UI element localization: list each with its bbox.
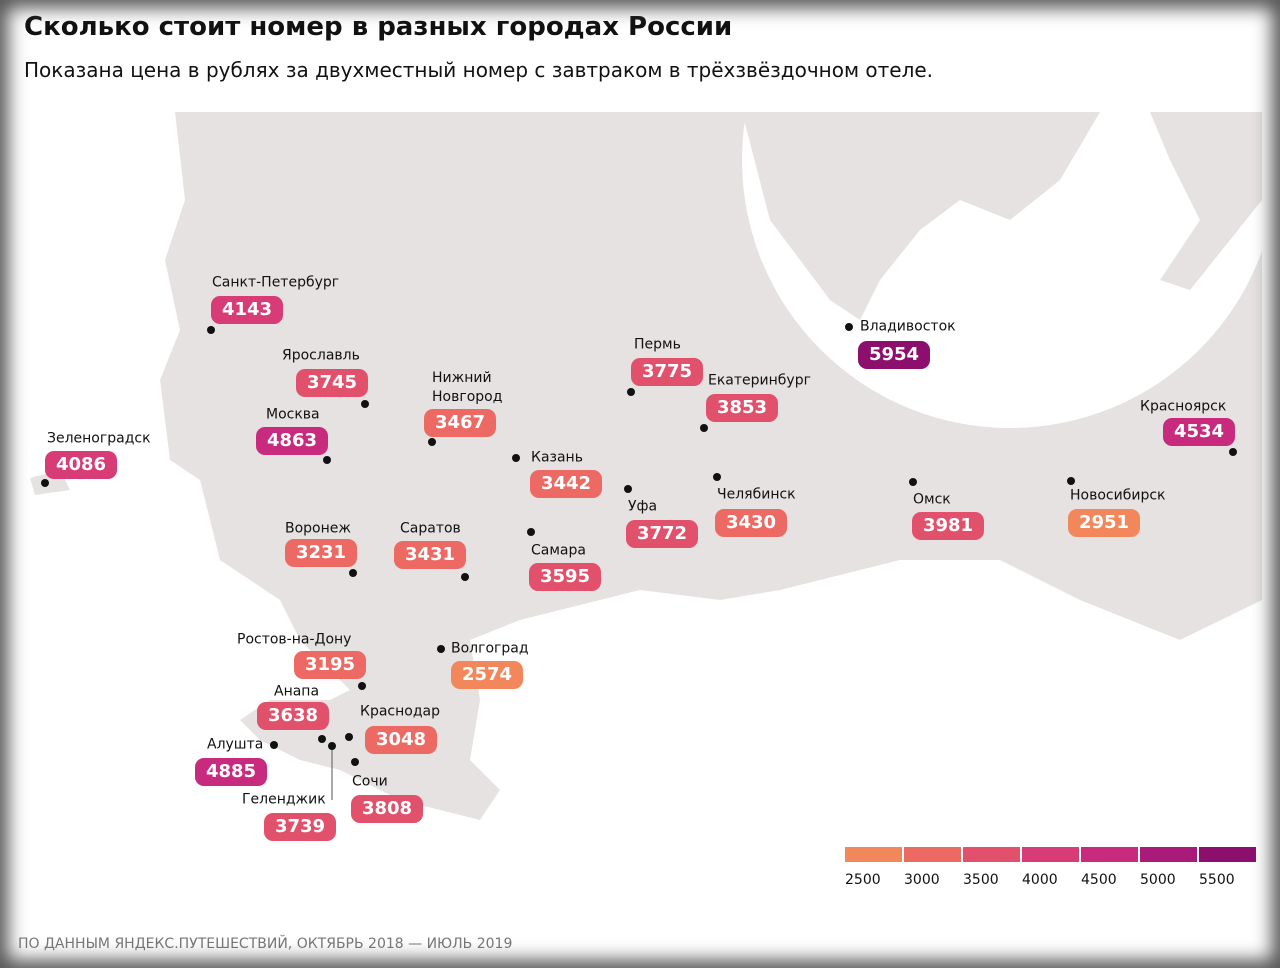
- legend-swatch: [1140, 847, 1197, 862]
- price-badge: 4863: [256, 427, 328, 455]
- city-name: Саратов: [400, 520, 461, 537]
- city-name: Новосибирск: [1070, 487, 1166, 504]
- price-badge: 3430: [715, 509, 787, 537]
- legend-label: 5000: [1140, 872, 1176, 888]
- city-dot: [700, 424, 708, 432]
- city-dot: [713, 473, 721, 481]
- inset-land: [742, 112, 1100, 320]
- subtitle: Показана цена в рублях за двухместный но…: [24, 58, 934, 82]
- city-name: Зеленоградск: [47, 430, 151, 447]
- city-name: Воронеж: [285, 520, 352, 537]
- city-name: Анапа: [274, 683, 320, 700]
- price-badge: 3772: [626, 520, 698, 548]
- price-badge: 3467: [424, 409, 496, 437]
- city-name: Нижний Новгород: [432, 370, 503, 405]
- legend-label: 5500: [1199, 872, 1235, 888]
- price-badge: 3775: [631, 358, 703, 386]
- city-name: Сочи: [352, 773, 388, 790]
- city-dot: [512, 454, 520, 462]
- city-dot: [270, 741, 278, 749]
- price-badge: 3431: [394, 541, 466, 569]
- city-name: Пермь: [634, 336, 681, 353]
- city-name: Красноярск: [1140, 398, 1227, 415]
- city-name: Краснодар: [360, 703, 440, 720]
- price-badge: 2574: [451, 661, 523, 689]
- legend-swatch: [1081, 847, 1138, 862]
- price-badge: 3195: [294, 651, 366, 679]
- city-name: Казань: [531, 449, 583, 466]
- city-dot: [345, 733, 353, 741]
- legend-label: 3500: [963, 872, 999, 888]
- city-dot: [461, 573, 469, 581]
- city-dot: [1229, 448, 1237, 456]
- city-dot: [909, 478, 917, 486]
- city-name: Уфа: [628, 498, 658, 515]
- legend-label: 4000: [1022, 872, 1058, 888]
- city-name: Екатеринбург: [708, 372, 811, 389]
- city-dot: [437, 645, 445, 653]
- city-dot: [207, 326, 215, 334]
- price-badge: 3853: [706, 394, 778, 422]
- city-name: Алушта: [207, 736, 264, 753]
- city-dot: [323, 456, 331, 464]
- price-badge: 3048: [365, 726, 437, 754]
- city-name: Омск: [913, 491, 951, 508]
- city-name: Челябинск: [717, 486, 796, 503]
- price-badge: 4086: [45, 451, 117, 479]
- city-name: Ростов-на-Дону: [237, 631, 352, 648]
- city-dot: [328, 742, 336, 750]
- city-name: Самара: [531, 542, 586, 559]
- city-name: Санкт-Петербург: [212, 274, 340, 291]
- price-badge: 3442: [530, 470, 602, 498]
- price-badge: 3739: [264, 813, 336, 841]
- city-dot: [358, 682, 366, 690]
- price-badge: 3981: [912, 512, 984, 540]
- city-name: Волгоград: [451, 640, 529, 657]
- price-badge: 5954: [858, 341, 930, 369]
- legend-swatch: [845, 847, 902, 862]
- city-name: Москва: [266, 406, 320, 423]
- price-badge: 4885: [195, 758, 267, 786]
- price-badge: 3638: [257, 702, 329, 730]
- legend-swatch: [963, 847, 1020, 862]
- city-name: Ярославль: [282, 347, 360, 364]
- legend-label: 2500: [845, 872, 881, 888]
- source: ПО ДАННЫМ ЯНДЕКС.ПУТЕШЕСТВИЙ, ОКТЯБРЬ 20…: [18, 936, 513, 952]
- city-dot: [428, 438, 436, 446]
- title: Сколько стоит номер в разных городах Рос…: [24, 12, 733, 42]
- city-name: Владивосток: [860, 318, 956, 335]
- price-badge: 3808: [351, 795, 423, 823]
- city-dot: [624, 485, 632, 493]
- price-badge: 3231: [285, 539, 357, 567]
- price-badge: 4534: [1163, 418, 1235, 446]
- price-badge: 3745: [296, 369, 368, 397]
- price-badge: 2951: [1068, 509, 1140, 537]
- city-dot: [41, 479, 49, 487]
- city-dot: [627, 388, 635, 396]
- legend-swatch: [904, 847, 961, 862]
- price-badge: 3595: [529, 563, 601, 591]
- inset-island: [1150, 112, 1262, 290]
- price-badge: 4143: [211, 296, 283, 324]
- city-dot: [1067, 477, 1075, 485]
- city-dot: [527, 528, 535, 536]
- city-dot: [845, 323, 853, 331]
- city-dot: [349, 569, 357, 577]
- legend-label: 4500: [1081, 872, 1117, 888]
- legend-swatch: [1199, 847, 1256, 862]
- city-name: Геленджик: [242, 791, 326, 808]
- legend-swatch: [1022, 847, 1079, 862]
- legend-label: 3000: [904, 872, 940, 888]
- city-dot: [361, 400, 369, 408]
- city-dot: [351, 758, 359, 766]
- city-dot: [318, 735, 326, 743]
